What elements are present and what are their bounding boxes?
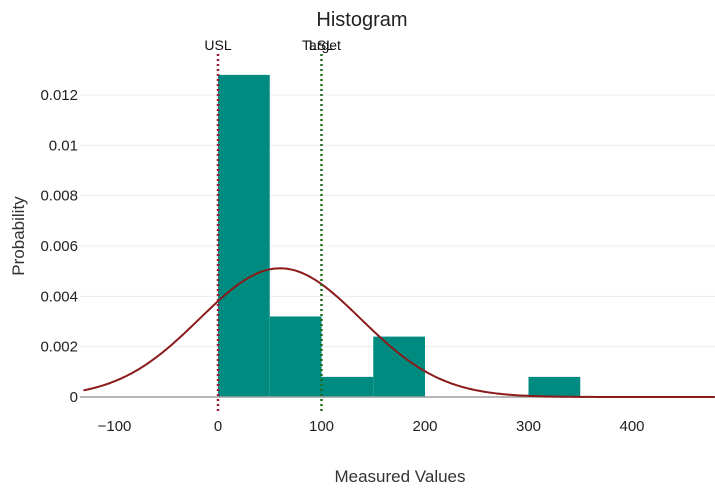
y-tick-label: 0.01 [49, 137, 78, 154]
histogram-bar [269, 316, 322, 397]
x-tick-label: 200 [412, 418, 437, 435]
chart-title: Histogram [316, 9, 407, 31]
y-tick-label: 0 [70, 389, 78, 406]
histogram-bar [218, 74, 270, 397]
y-tick-label: 0.012 [40, 87, 78, 104]
spec-line-label: USL [204, 37, 231, 53]
x-tick-label: −100 [98, 418, 132, 435]
normal-curve [83, 267, 715, 398]
y-tick-label: 0.006 [40, 238, 78, 255]
x-tick-label: 400 [619, 418, 644, 435]
spec-line-label: LSL [309, 37, 334, 53]
histogram-bars [218, 74, 581, 397]
x-tick-label: 0 [214, 418, 222, 435]
grid-lines [80, 94, 715, 348]
x-axis-title: Measured Values [334, 467, 465, 486]
y-tick-label: 0.002 [40, 339, 78, 356]
x-tick-labels: −100 0 100 200 300 400 [98, 418, 645, 435]
y-tick-labels: 0 0.002 0.004 0.006 0.008 0.01 0.012 [40, 87, 78, 406]
x-tick-label: 300 [516, 418, 541, 435]
y-tick-label: 0.008 [40, 188, 78, 205]
spec-line-label: Target [302, 37, 341, 53]
histogram-bar [528, 376, 581, 397]
y-axis-title: Probability [9, 196, 28, 276]
histogram-bar [321, 376, 374, 397]
x-tick-label: 100 [309, 418, 334, 435]
normal-curve-layer [83, 267, 715, 398]
y-tick-label: 0.004 [40, 288, 78, 305]
